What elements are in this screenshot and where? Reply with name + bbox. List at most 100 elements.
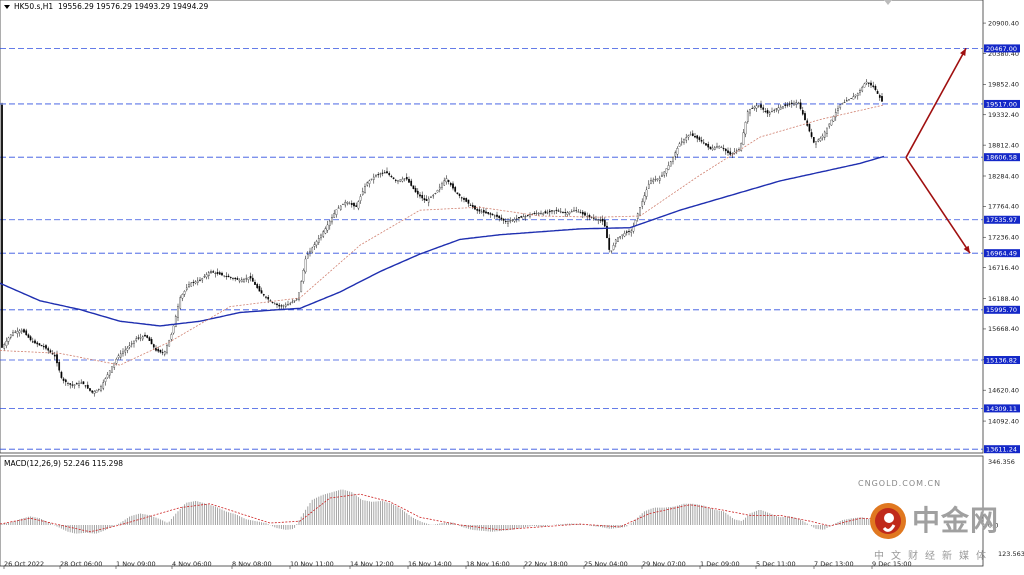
candle-body <box>656 178 659 180</box>
candle-body <box>669 161 672 167</box>
candle-body <box>647 183 650 189</box>
candle-body <box>108 370 111 376</box>
candle-body <box>223 275 226 277</box>
candle-body <box>733 151 736 154</box>
candle-body <box>260 290 263 294</box>
main-chart-border <box>0 0 984 454</box>
candle-body <box>623 233 626 237</box>
candle-body <box>793 103 795 106</box>
candle-body <box>696 135 699 139</box>
candle-body <box>262 294 265 296</box>
candle-body <box>601 218 604 222</box>
x-tick-label: 25 Nov 04:00 <box>584 560 628 568</box>
candle-body <box>566 212 569 215</box>
candle-body <box>188 284 190 287</box>
header-dropdown-icon[interactable] <box>4 5 10 9</box>
candle-body <box>826 127 828 134</box>
candle-body <box>493 215 496 217</box>
candle-body <box>643 195 646 203</box>
candle-body <box>480 211 483 213</box>
candle-body <box>372 176 375 180</box>
candle-body <box>465 198 468 202</box>
candle-body <box>504 221 507 222</box>
candle-body <box>335 209 338 215</box>
candle-body <box>265 296 267 298</box>
candle-body <box>144 334 146 337</box>
candle-body <box>821 135 824 138</box>
candle-body <box>27 334 30 338</box>
candle-body <box>658 177 661 181</box>
candle-body <box>834 112 837 118</box>
x-tick-label: 4 Nov 06:00 <box>172 560 212 568</box>
candle-body <box>570 211 573 213</box>
candle-body <box>95 390 98 393</box>
candle-body <box>179 297 182 309</box>
candle-body <box>229 276 232 278</box>
candle-body <box>535 212 538 214</box>
candle-body <box>687 135 690 138</box>
candle-body <box>674 152 677 157</box>
candle-body <box>716 146 718 148</box>
candle-body <box>782 106 784 109</box>
candle-body <box>614 239 617 244</box>
candle-body <box>837 108 839 111</box>
candle-body <box>86 384 89 389</box>
candle-body <box>502 218 505 221</box>
candles <box>1 79 883 397</box>
candle-body <box>509 220 512 222</box>
candle-body <box>645 189 648 197</box>
candle-body <box>234 277 237 280</box>
candle-body <box>364 186 366 193</box>
candle-body <box>843 102 846 104</box>
candle-body <box>542 212 545 215</box>
candle-body <box>524 215 527 218</box>
candle-body <box>872 85 875 87</box>
candle-body <box>553 210 556 212</box>
candle-body <box>744 122 747 135</box>
y-tick-label: 17764.40 <box>988 203 1019 211</box>
candle-body <box>267 297 270 300</box>
candle-body <box>447 180 450 182</box>
candle-body <box>498 215 501 219</box>
candle-body <box>454 187 457 192</box>
level-label: 18606.58 <box>986 154 1017 162</box>
candle-body <box>718 145 721 149</box>
candle-body <box>166 345 168 353</box>
candle-body <box>309 250 311 253</box>
candle-body <box>320 234 322 239</box>
candle-body <box>392 177 395 179</box>
x-tick-label: 18 Nov 16:00 <box>466 560 510 568</box>
candle-body <box>386 171 388 174</box>
candle-body <box>93 391 96 394</box>
candle-body <box>56 354 58 364</box>
candle-body <box>861 86 864 92</box>
x-tick-label: 8 Nov 08:00 <box>232 560 272 568</box>
y-tick-label: 19852.40 <box>988 81 1019 89</box>
candle-body <box>124 349 127 353</box>
candle-body <box>199 279 201 281</box>
candle-body <box>817 139 820 142</box>
candle-body <box>452 183 454 189</box>
candle-body <box>366 182 369 186</box>
candle-body <box>313 244 316 247</box>
level-box <box>984 445 1020 454</box>
candle-body <box>67 383 69 384</box>
arrow-down-line <box>905 157 971 254</box>
candle-body <box>595 218 597 220</box>
candle-body <box>379 173 382 175</box>
candle-body <box>731 153 734 155</box>
candle-body <box>344 201 347 206</box>
candle-body <box>168 339 171 347</box>
candle-body <box>49 350 52 353</box>
y-tick-label: 15668.40 <box>988 325 1019 333</box>
candle-body <box>634 219 637 226</box>
macd-label: MACD(12,26,9) 52.246 115.298 <box>4 459 123 468</box>
candle-body <box>850 98 853 99</box>
y-tick-label: 17236.40 <box>988 234 1019 242</box>
candle-body <box>254 282 256 285</box>
candle-body <box>126 347 129 351</box>
candle-body <box>368 180 371 184</box>
candle-body <box>14 331 17 333</box>
candle-body <box>111 366 113 373</box>
candle-body <box>573 210 575 212</box>
